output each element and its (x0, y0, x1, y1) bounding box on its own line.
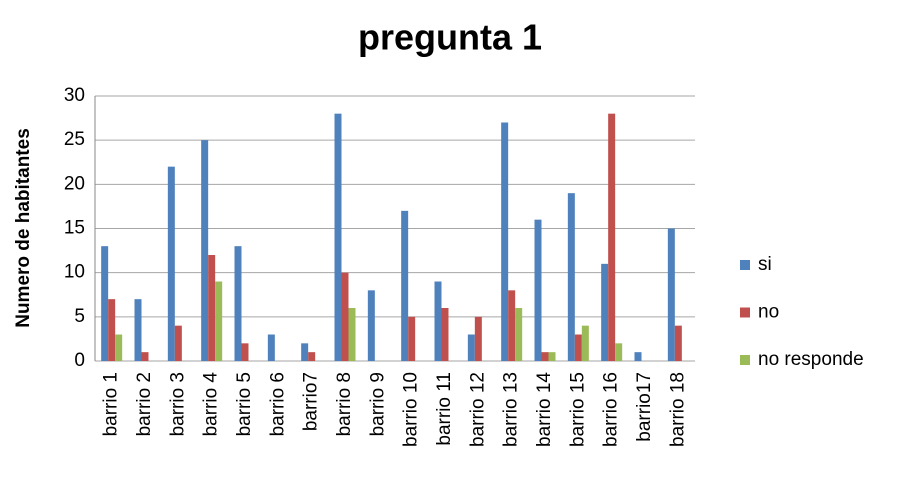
bar (534, 219, 542, 361)
bar (634, 352, 642, 361)
bar (574, 334, 582, 361)
bar (108, 299, 116, 361)
bar (367, 290, 375, 361)
x-tick-label: barrio 5 (234, 372, 255, 436)
legend-swatch (740, 260, 750, 270)
bar (208, 255, 216, 361)
bar (167, 166, 175, 361)
bar (334, 113, 342, 362)
bar (441, 308, 449, 361)
bar (341, 272, 349, 361)
x-tick-label: barrio 16 (601, 372, 622, 447)
bar (567, 193, 575, 361)
x-tick-label: barrio 1 (101, 372, 122, 436)
x-tick-label: barrio7 (301, 372, 322, 431)
x-tick-label: barrio 15 (567, 372, 588, 447)
bar (101, 246, 109, 361)
y-tick-label: 0 (74, 350, 85, 371)
x-tick-label: barrio 10 (401, 372, 422, 447)
bar (134, 299, 142, 361)
bar (348, 308, 356, 361)
legend-label: si (758, 254, 772, 275)
bar (615, 343, 623, 361)
x-tick-label: barrio 3 (167, 372, 188, 436)
bar (548, 352, 556, 361)
legend-label: no responde (758, 349, 864, 370)
y-tick-label: 30 (64, 85, 85, 106)
y-tick-label: 10 (64, 262, 85, 283)
chart-title: pregunta 1 (358, 17, 542, 58)
x-tick-label: barrio 14 (534, 372, 555, 447)
bar (408, 316, 416, 361)
bar (581, 325, 589, 361)
x-tick-label: barrio 18 (667, 372, 688, 447)
x-tick-label: barrio 6 (267, 372, 288, 436)
legend-swatch (740, 355, 750, 365)
legend-label: no (758, 302, 779, 323)
x-tick-label: barrio 11 (434, 372, 455, 446)
bar (474, 316, 482, 361)
bar (467, 334, 475, 361)
bar (174, 325, 182, 361)
bar (141, 352, 149, 361)
x-tick-label: barrio 2 (134, 372, 155, 436)
bar (115, 334, 123, 361)
y-axis-label: Numero de habitantes (13, 128, 34, 328)
bar (301, 343, 309, 361)
bar (508, 290, 516, 361)
bar (267, 334, 275, 361)
bar (201, 140, 209, 361)
x-tick-label: barrio17 (634, 372, 655, 442)
bar (434, 281, 442, 361)
legend-swatch (740, 307, 750, 318)
y-tick-label: 15 (64, 218, 85, 239)
x-tick-label: barrio 12 (467, 372, 488, 447)
y-tick-label: 25 (64, 129, 85, 150)
bar (515, 308, 523, 361)
bar (541, 352, 549, 361)
x-tick-label: barrio 4 (201, 372, 222, 437)
x-tick-label: barrio 13 (501, 372, 522, 447)
x-tick-label: barrio 9 (367, 372, 388, 436)
bar (501, 122, 509, 361)
bar (674, 325, 682, 361)
bar (401, 210, 409, 361)
bar (308, 352, 316, 361)
y-tick-label: 20 (64, 173, 85, 194)
bar (234, 246, 242, 361)
y-tick-label: 5 (74, 306, 85, 327)
bar (241, 343, 249, 361)
bar (215, 281, 223, 361)
bar (601, 263, 609, 361)
bar (667, 228, 675, 361)
x-tick-label: barrio 8 (334, 372, 355, 436)
bar (608, 113, 616, 362)
